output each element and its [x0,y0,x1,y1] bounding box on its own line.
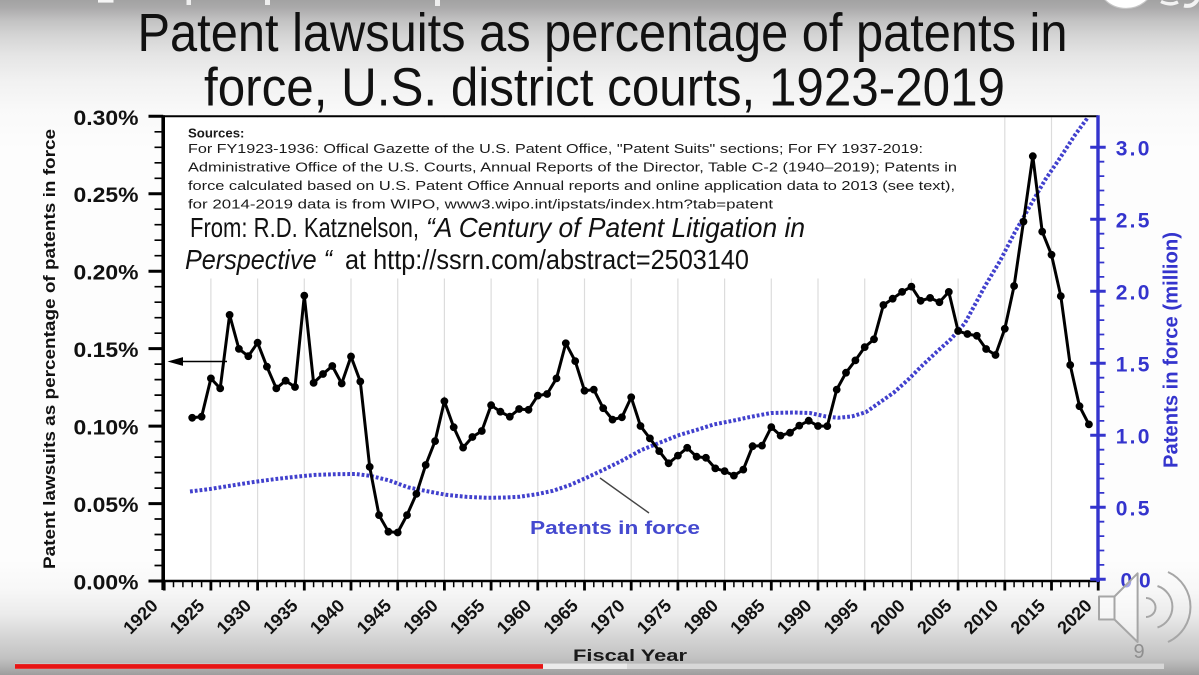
svg-text:0.15%: 0.15% [74,339,139,362]
svg-text:Administrative Office of the U: Administrative Office of the U.S. Courts… [188,160,957,175]
svg-text:at http://ssrn.com/abstract=25: at http://ssrn.com/abstract=2503140 [345,244,749,275]
svg-text:Sources:: Sources: [188,126,244,141]
svg-text:Fiscal Year: Fiscal Year [573,646,687,665]
svg-text:1.0: 1.0 [1116,426,1152,449]
svg-text:2.0: 2.0 [1116,282,1152,305]
svg-text:for 2014-2019 data is from WIP: for 2014-2019 data is from WIPO, www3.wi… [188,197,773,212]
svg-text:0.5: 0.5 [1116,498,1152,521]
svg-text:Patents in force (million): Patents in force (million) [1161,232,1183,468]
svg-text:Patent lawsuits as percentage: Patent lawsuits as percentage of patents… [138,3,1068,63]
svg-text:3.0: 3.0 [1116,138,1152,161]
svg-text:0.30%: 0.30% [74,107,139,130]
svg-text:0: 0 [1139,569,1151,592]
svg-text:0.00%: 0.00% [74,572,139,595]
svg-text:From: R.D. Katznelson,: From: R.D. Katznelson, [190,212,419,243]
svg-text:9: 9 [1134,641,1145,663]
svg-text:For FY1923-1936: Offical Gazet: For FY1923-1936: Offical Gazette of the … [188,141,923,156]
svg-text:0.25%: 0.25% [74,184,139,207]
svg-text:0.05%: 0.05% [74,494,139,517]
svg-text:Patent lawsuits as percentage: Patent lawsuits as percentage of patents… [40,129,59,569]
svg-text:1.5: 1.5 [1116,354,1152,377]
svg-text:Perspective “: Perspective “ [185,244,333,275]
svg-text:0.10%: 0.10% [74,417,139,440]
svg-text:force, U.S. district courts, 1: force, U.S. district courts, 1923-2019 [204,58,1005,118]
svg-text:force calculated based on U.S.: force calculated based on U.S. Patent Of… [188,178,955,193]
svg-text:0.20%: 0.20% [74,262,139,285]
svg-text:0: 0 [1121,569,1133,592]
svg-text:“A Century of Patent Litigatio: “A Century of Patent Litigation in [426,212,805,243]
svg-text:2.5: 2.5 [1116,210,1152,233]
svg-text:Patents in force: Patents in force [530,517,700,538]
